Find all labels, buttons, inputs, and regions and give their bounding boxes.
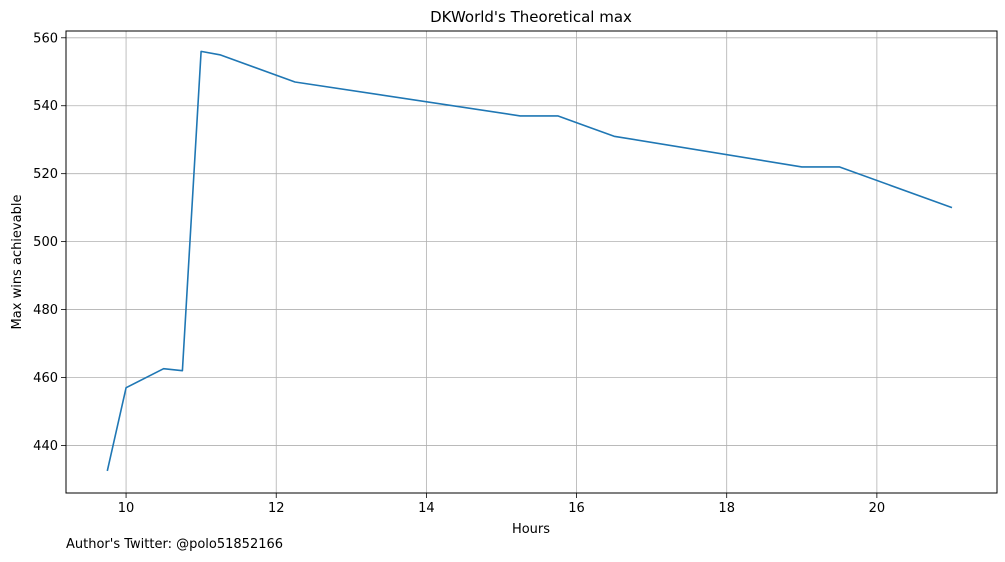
chart-title: DKWorld's Theoretical max bbox=[430, 8, 632, 26]
y-axis-label: Max wins achievable bbox=[10, 195, 25, 330]
series-group bbox=[106, 50, 953, 472]
x-axis-ticks: 10 12 14 16 18 20 bbox=[118, 493, 885, 516]
x-tick-label: 12 bbox=[268, 501, 285, 516]
y-tick-label: 500 bbox=[33, 235, 58, 250]
author-twitter-note: Author's Twitter: @polo51852166 bbox=[66, 537, 284, 552]
x-tick-label: 20 bbox=[869, 501, 886, 516]
y-axis-ticks: 440 460 480 500 520 540 560 bbox=[33, 31, 66, 454]
y-tick-label: 540 bbox=[33, 99, 58, 114]
y-tick-label: 440 bbox=[33, 439, 58, 454]
y-tick-label: 480 bbox=[33, 303, 58, 318]
x-axis-label: Hours bbox=[512, 522, 550, 537]
x-tick-label: 18 bbox=[718, 501, 735, 516]
series-line-0 bbox=[106, 50, 953, 472]
y-tick-label: 520 bbox=[33, 167, 58, 182]
y-tick-label: 560 bbox=[33, 31, 58, 46]
grid-lines bbox=[66, 31, 997, 493]
x-tick-label: 10 bbox=[118, 501, 135, 516]
x-tick-label: 16 bbox=[568, 501, 585, 516]
x-tick-label: 14 bbox=[418, 501, 435, 516]
plot-frame bbox=[65, 30, 998, 494]
y-tick-label: 460 bbox=[33, 371, 58, 386]
